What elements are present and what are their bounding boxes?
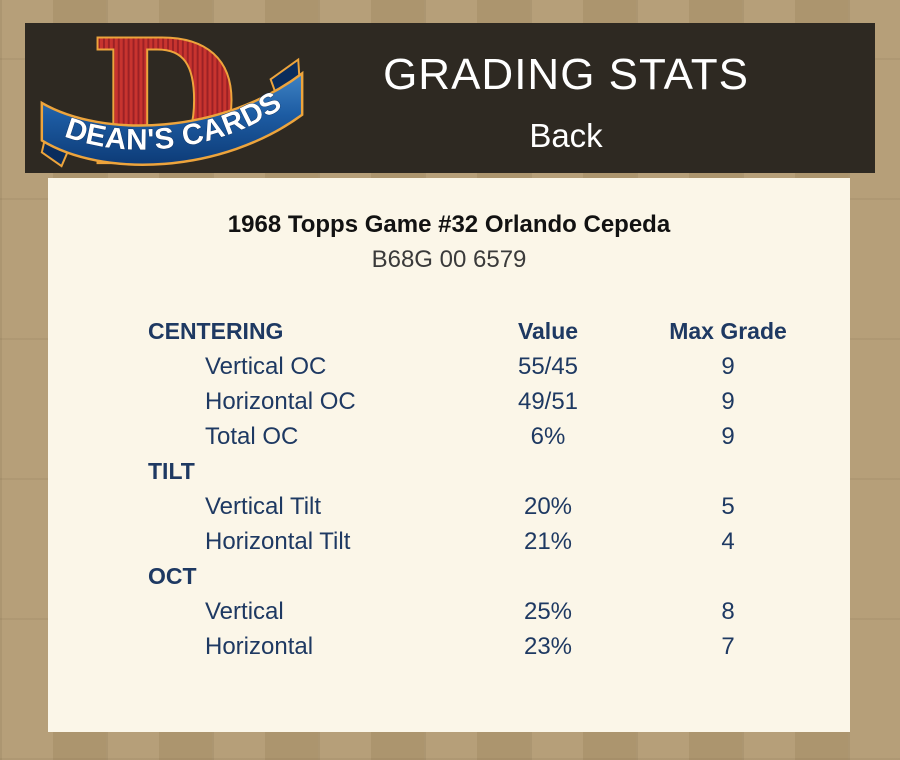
column-header-value: Value xyxy=(517,318,579,344)
table-row: Total OC 6% 9 xyxy=(148,419,850,454)
row-value: 55/45 xyxy=(517,352,579,380)
card-serial-number: B68G 00 6579 xyxy=(371,246,527,273)
table-row: Horizontal 23% 7 xyxy=(148,629,850,664)
row-max-grade: 5 xyxy=(721,492,735,520)
ribbon-banner xyxy=(40,70,304,166)
logo-letter-d: D xyxy=(91,4,238,203)
row-label: Horizontal Tilt xyxy=(205,527,351,555)
section-header-row: TILT xyxy=(148,454,850,489)
row-value: 20% xyxy=(523,492,573,520)
card-title: 1968 Topps Game #32 Orlando Cepeda xyxy=(227,211,671,238)
table-row: Vertical Tilt 20% 5 xyxy=(148,489,850,524)
row-max-grade: 9 xyxy=(721,387,735,415)
row-max-grade: 4 xyxy=(721,527,735,555)
page-title: GRADING STATS xyxy=(383,50,749,99)
row-label: Total OC xyxy=(205,422,299,450)
row-max-grade: 7 xyxy=(721,632,735,660)
grading-table: CENTERING Value Max Grade Vertical OC 55… xyxy=(148,314,850,664)
row-value: 21% xyxy=(523,527,573,555)
grading-stats-panel: 1968 Topps Game #32 Orlando Cepeda B68G … xyxy=(48,178,850,732)
row-max-grade: 9 xyxy=(721,352,735,380)
table-row: Vertical 25% 8 xyxy=(148,594,850,629)
table-header-row: CENTERING Value Max Grade xyxy=(148,314,850,349)
deans-cards-logo[interactable]: D DEAN'S CARDS xyxy=(25,2,304,205)
row-value: 49/51 xyxy=(517,387,579,415)
header-bar: D DEAN'S CARDS GRADING STATS Back xyxy=(25,2,875,205)
deans-cards-logo-graphic: D DEAN'S CARDS xyxy=(40,2,304,205)
table-row: Horizontal OC 49/51 9 xyxy=(148,384,850,419)
section-header-row: OCT xyxy=(148,559,850,594)
table-row: Horizontal Tilt 21% 4 xyxy=(148,524,850,559)
row-max-grade: 8 xyxy=(721,597,735,625)
section-label-centering: CENTERING xyxy=(148,318,284,344)
row-max-grade: 9 xyxy=(721,422,735,450)
row-value: 25% xyxy=(523,597,573,625)
column-header-max-grade: Max Grade xyxy=(669,318,787,344)
card-side-label: Back xyxy=(529,117,603,154)
table-row: Vertical OC 55/45 9 xyxy=(148,349,850,384)
row-label: Vertical Tilt xyxy=(205,492,322,520)
row-label: Horizontal xyxy=(205,632,314,660)
section-label-oct: OCT xyxy=(148,563,197,589)
row-label: Vertical xyxy=(205,597,284,625)
row-value: 23% xyxy=(523,632,573,660)
header-titles: GRADING STATS Back xyxy=(301,23,875,154)
row-value: 6% xyxy=(530,422,566,450)
row-label: Vertical OC xyxy=(205,352,327,380)
row-label: Horizontal OC xyxy=(205,387,356,415)
section-label-tilt: TILT xyxy=(148,458,195,484)
